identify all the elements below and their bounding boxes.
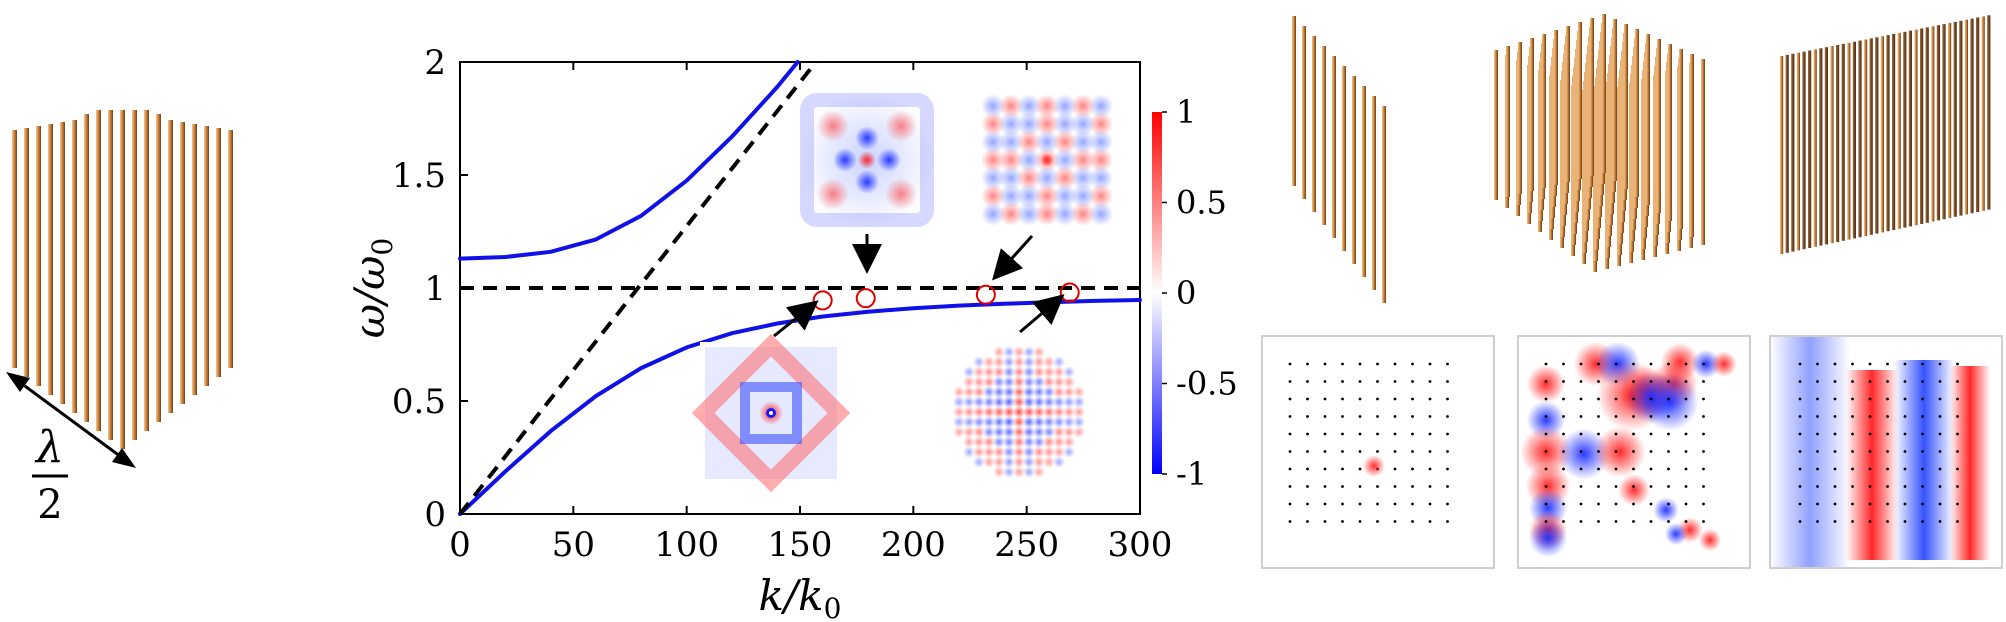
y-tick-label: 2: [424, 43, 446, 83]
colorbar-tick-label: 1: [1176, 93, 1196, 131]
inset-arrows: [773, 234, 1065, 338]
colorbar-tick-label: 0: [1176, 274, 1196, 312]
mode-inset-upper-left: [797, 90, 937, 230]
colorbar: 1 0.5 0 -0.5 -1: [1152, 93, 1238, 493]
colorbar-tick-label: 0.5: [1176, 184, 1227, 222]
mode-inset-lower-right: [952, 342, 1086, 482]
field-map-3: [1769, 335, 2003, 569]
half-wavelength-annotation: λ 2: [6, 372, 136, 528]
y-tick-label: 0: [424, 495, 446, 535]
lambda-denominator: 2: [37, 482, 62, 528]
field-map-2: [1517, 335, 1751, 569]
colorbar-tick-label: -0.5: [1176, 365, 1238, 403]
mode-marker: [1059, 282, 1080, 303]
y-ticks: 0 0.5 1 1.5 2: [392, 43, 468, 535]
mode-inset-upper-right: [980, 88, 1114, 230]
dispersion-branch-line: [458, 60, 800, 261]
y-tick-label: 1.5: [392, 156, 446, 196]
x-tick-label: 100: [654, 525, 719, 565]
x-tick-label: 0: [449, 525, 471, 565]
colorbar-gradient: [1152, 112, 1162, 474]
wavelength-arrow-head-left: [6, 372, 30, 392]
mode-marker: [975, 284, 996, 305]
rod-lattice-illustration: [12, 110, 233, 449]
x-tick-label: 150: [768, 525, 833, 565]
wavelength-arrow-head-right: [112, 448, 136, 468]
mode-marker: [812, 290, 833, 311]
colorbar-tick-label: -1: [1176, 455, 1207, 493]
x-tick-label: 300: [1108, 525, 1173, 565]
y-axis-label: ω/ω0: [345, 238, 399, 338]
lambda-numerator: λ: [34, 422, 64, 473]
field-map-1: [1261, 335, 1495, 569]
wavelength-arrow: [13, 376, 129, 464]
rod-array-illustrations: [1292, 14, 1991, 303]
y-tick-label: 1: [424, 269, 446, 309]
x-tick-label: 50: [552, 525, 595, 565]
dashed-reference-line: [458, 60, 818, 516]
y-tick-label: 0.5: [392, 382, 446, 422]
mode-marker: [855, 288, 876, 309]
x-tick-label: 200: [881, 525, 946, 565]
x-ticks: 0 50 100 150 200 250 300: [449, 62, 1172, 565]
x-tick-label: 250: [994, 525, 1059, 565]
mode-inset-lower-left: [691, 333, 851, 493]
x-axis-label: k/k0: [759, 571, 842, 622]
dispersion-chart: 0 50 100 150 200 250 300 0 0.5 1 1.5 2 k/k0 ω/ω0 1…: [345, 43, 1238, 622]
